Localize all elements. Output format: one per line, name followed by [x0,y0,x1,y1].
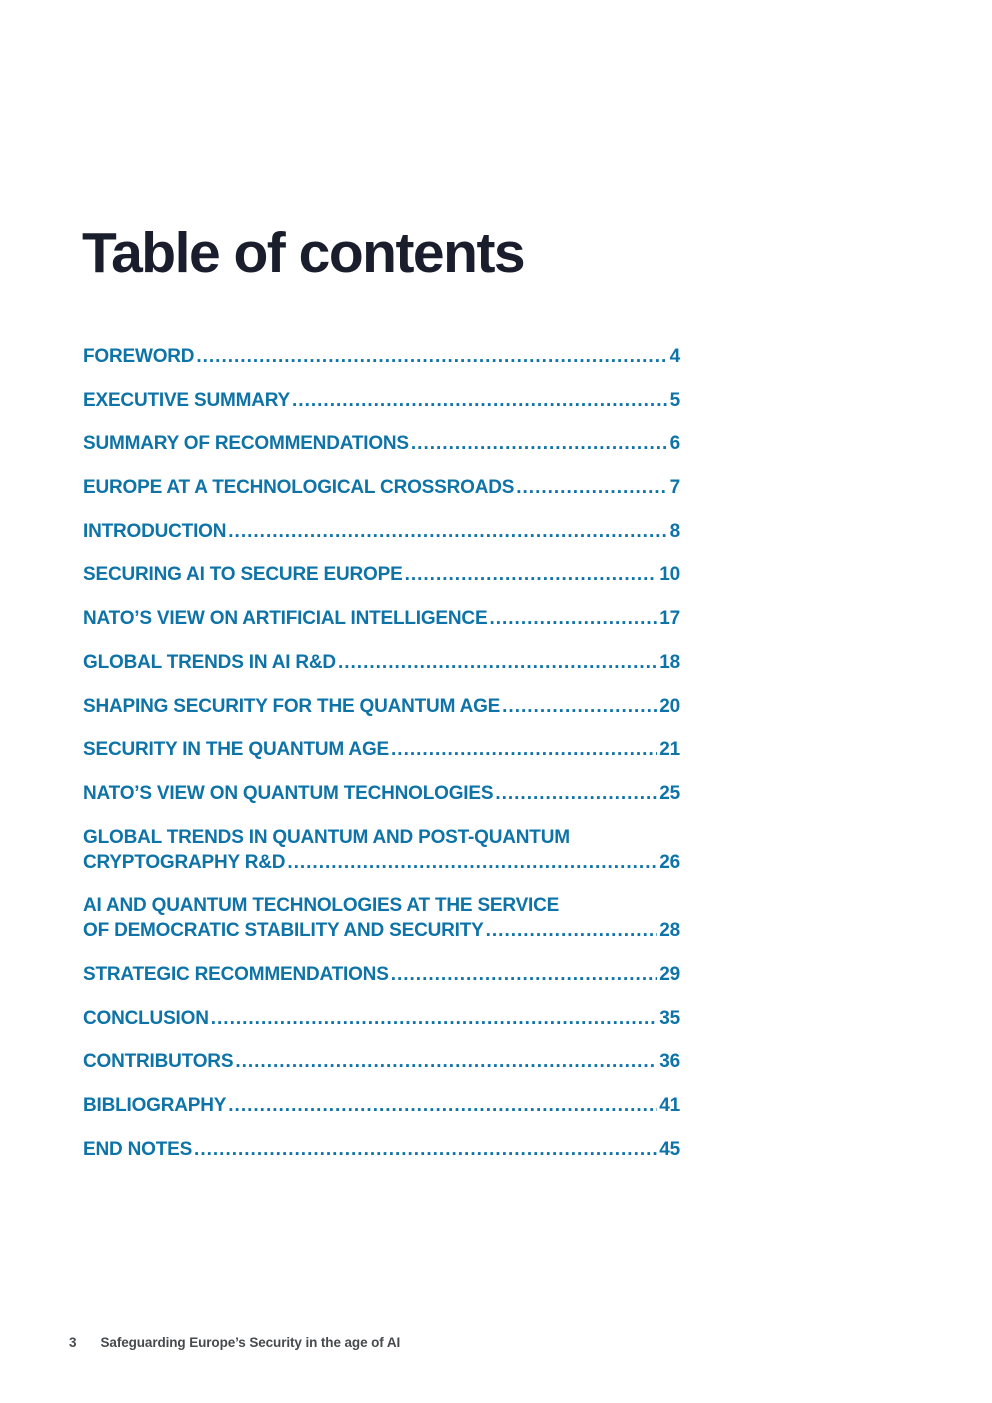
page-title: Table of contents [82,221,526,285]
dot-leader: ........................................… [516,477,667,499]
toc-entry-row: FOREWORD................................… [83,344,680,369]
toc-entry-label: END NOTES [83,1138,193,1160]
toc-entry-row: INTRODUCTION............................… [83,519,680,544]
toc-entry-label: SUMMARY OF RECOMMENDATIONS [83,433,409,455]
dot-leader: ........................................… [235,1051,658,1073]
toc-entry: SECURING AI TO SECURE EUROPE............… [83,562,680,587]
dot-leader: ........................................… [210,1007,658,1029]
dot-leader: ........................................… [287,851,658,873]
toc-entry-row: EXECUTIVE SUMMARY.......................… [83,388,680,413]
toc-entry-label: CONCLUSION [83,1007,209,1029]
toc-entry-page-number: 17 [659,608,680,630]
dot-leader: ........................................… [502,695,658,717]
toc-entry-row: OF DEMOCRATIC STABILITY AND SECURITY....… [83,918,680,943]
toc-entry-label: OF DEMOCRATIC STABILITY AND SECURITY [83,920,484,942]
footer-page-number: 3 [69,1335,77,1350]
toc-entry-page-number: 26 [659,851,680,873]
toc-entry: INTRODUCTION............................… [83,519,680,544]
dot-leader: ........................................… [391,739,657,761]
dot-leader: ........................................… [194,1138,657,1160]
toc-entry-row: NATO’S VIEW ON ARTIFICIAL INTELLIGENCE..… [83,606,680,631]
toc-entry-row: CONCLUSION..............................… [83,1006,680,1031]
dot-leader: ........................................… [390,963,658,985]
dot-leader: ........................................… [228,520,668,542]
toc-entry: END NOTES...............................… [83,1137,680,1162]
toc-entry: EUROPE AT A TECHNOLOGICAL CROSSROADS....… [83,475,680,500]
toc-entry-label: EUROPE AT A TECHNOLOGICAL CROSSROADS [83,477,515,499]
toc-entry: STRATEGIC RECOMMENDATIONS...............… [83,962,680,987]
toc-entry: CONTRIBUTORS............................… [83,1049,680,1074]
toc-entry-row: NATO’S VIEW ON QUANTUM TECHNOLOGIES.....… [83,781,680,806]
toc-entry-page-number: 5 [669,389,681,411]
toc-entry-row: SECURITY IN THE QUANTUM AGE.............… [83,737,680,762]
toc-entry-label: BIBLIOGRAPHY [83,1095,227,1116]
toc-entry-label: FOREWORD [83,346,195,367]
toc-entry-label: CONTRIBUTORS [83,1051,234,1073]
toc-entry-row: SECURING AI TO SECURE EUROPE............… [83,562,680,587]
toc-entry: BIBLIOGRAPHY............................… [83,1093,680,1118]
toc-entry-row: SHAPING SECURITY FOR THE QUANTUM AGE....… [83,694,680,719]
page-footer: 3 Safeguarding Europe’s Security in the … [69,1335,400,1350]
toc-entry-label: EXECUTIVE SUMMARY [83,389,291,411]
toc-entry-row: SUMMARY OF RECOMMENDATIONS..............… [83,431,680,456]
toc-entry-label: NATO’S VIEW ON ARTIFICIAL INTELLIGENCE [83,608,488,630]
toc-entry-label-line: AI AND QUANTUM TECHNOLOGIES AT THE SERVI… [83,895,560,917]
toc-entry: SECURITY IN THE QUANTUM AGE.............… [83,737,680,762]
toc-entry: NATO’S VIEW ON ARTIFICIAL INTELLIGENCE..… [83,606,680,631]
toc-entry: GLOBAL TRENDS IN AI R&D.................… [83,650,680,675]
toc-entry-row: STRATEGIC RECOMMENDATIONS...............… [83,962,680,987]
toc-entry-row: EUROPE AT A TECHNOLOGICAL CROSSROADS....… [83,475,680,500]
toc-entry-row: CONTRIBUTORS............................… [83,1049,680,1074]
toc-entry: NATO’S VIEW ON QUANTUM TECHNOLOGIES.....… [83,781,680,806]
toc-entry-label-line: GLOBAL TRENDS IN QUANTUM AND POST-QUANTU… [83,826,570,848]
toc-entry-row: CRYPTOGRAPHY R&D........................… [83,850,680,875]
toc-entry-page-number: 18 [659,651,680,673]
toc-entry-label: SECURING AI TO SECURE EUROPE [83,564,403,586]
toc-entry: EXECUTIVE SUMMARY.......................… [83,388,680,413]
toc-entry-page-number: 45 [659,1138,680,1160]
toc-entry: SUMMARY OF RECOMMENDATIONS..............… [83,431,680,456]
toc-entry-page-number: 29 [659,963,680,985]
dot-leader: ........................................… [404,564,658,586]
toc-entry: SHAPING SECURITY FOR THE QUANTUM AGE....… [83,694,680,719]
toc-entry-page-number: 36 [659,1051,680,1073]
toc-entry: FOREWORD................................… [83,344,680,369]
toc-entry-row: END NOTES...............................… [83,1137,680,1162]
toc-entry-page-number: 21 [659,739,680,761]
toc-entry-page-number: 25 [659,782,680,804]
toc-entry-label: STRATEGIC RECOMMENDATIONS [83,963,389,985]
toc-entry-page-number: 28 [659,920,680,942]
dot-leader: ........................................… [495,782,658,804]
dot-leader: ........................................… [196,346,668,367]
toc-entry: GLOBAL TRENDS IN QUANTUM AND POST-QUANTU… [83,825,680,875]
dot-leader: ........................................… [292,389,668,411]
dot-leader: ........................................… [485,920,658,942]
toc-entry-page-number: 8 [669,520,681,542]
toc-entry: CONCLUSION..............................… [83,1006,680,1031]
toc-entry-label: NATO’S VIEW ON QUANTUM TECHNOLOGIES [83,782,494,804]
table-of-contents: FOREWORD................................… [83,344,680,1180]
toc-entry-page-number: 41 [659,1095,680,1116]
footer-running-title: Safeguarding Europe’s Security in the ag… [100,1335,401,1350]
toc-entry-row: BIBLIOGRAPHY............................… [83,1093,680,1118]
toc-entry: AI AND QUANTUM TECHNOLOGIES AT THE SERVI… [83,893,680,943]
toc-entry-page-number: 7 [669,477,681,499]
toc-entry-label: GLOBAL TRENDS IN AI R&D [83,651,336,673]
toc-entry-page-number: 4 [669,346,681,367]
dot-leader: ........................................… [410,433,668,455]
toc-entry-label: CRYPTOGRAPHY R&D [83,851,286,873]
toc-entry-label: SECURITY IN THE QUANTUM AGE [83,739,390,761]
toc-entry-label: SHAPING SECURITY FOR THE QUANTUM AGE [83,695,501,717]
dot-leader: ........................................… [489,608,658,630]
dot-leader: ........................................… [228,1095,657,1116]
dot-leader: ........................................… [337,651,658,673]
toc-entry-page-number: 20 [659,695,680,717]
toc-entry-label: INTRODUCTION [83,520,227,542]
toc-entry-row: GLOBAL TRENDS IN AI R&D.................… [83,650,680,675]
toc-entry-page-number: 35 [659,1007,680,1029]
toc-entry-page-number: 10 [659,564,680,586]
toc-entry-page-number: 6 [669,433,681,455]
